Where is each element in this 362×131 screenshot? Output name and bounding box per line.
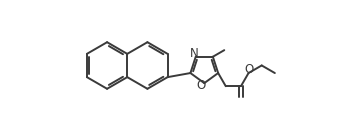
Text: O: O bbox=[196, 79, 205, 92]
Text: O: O bbox=[244, 63, 254, 76]
Text: N: N bbox=[190, 47, 198, 60]
